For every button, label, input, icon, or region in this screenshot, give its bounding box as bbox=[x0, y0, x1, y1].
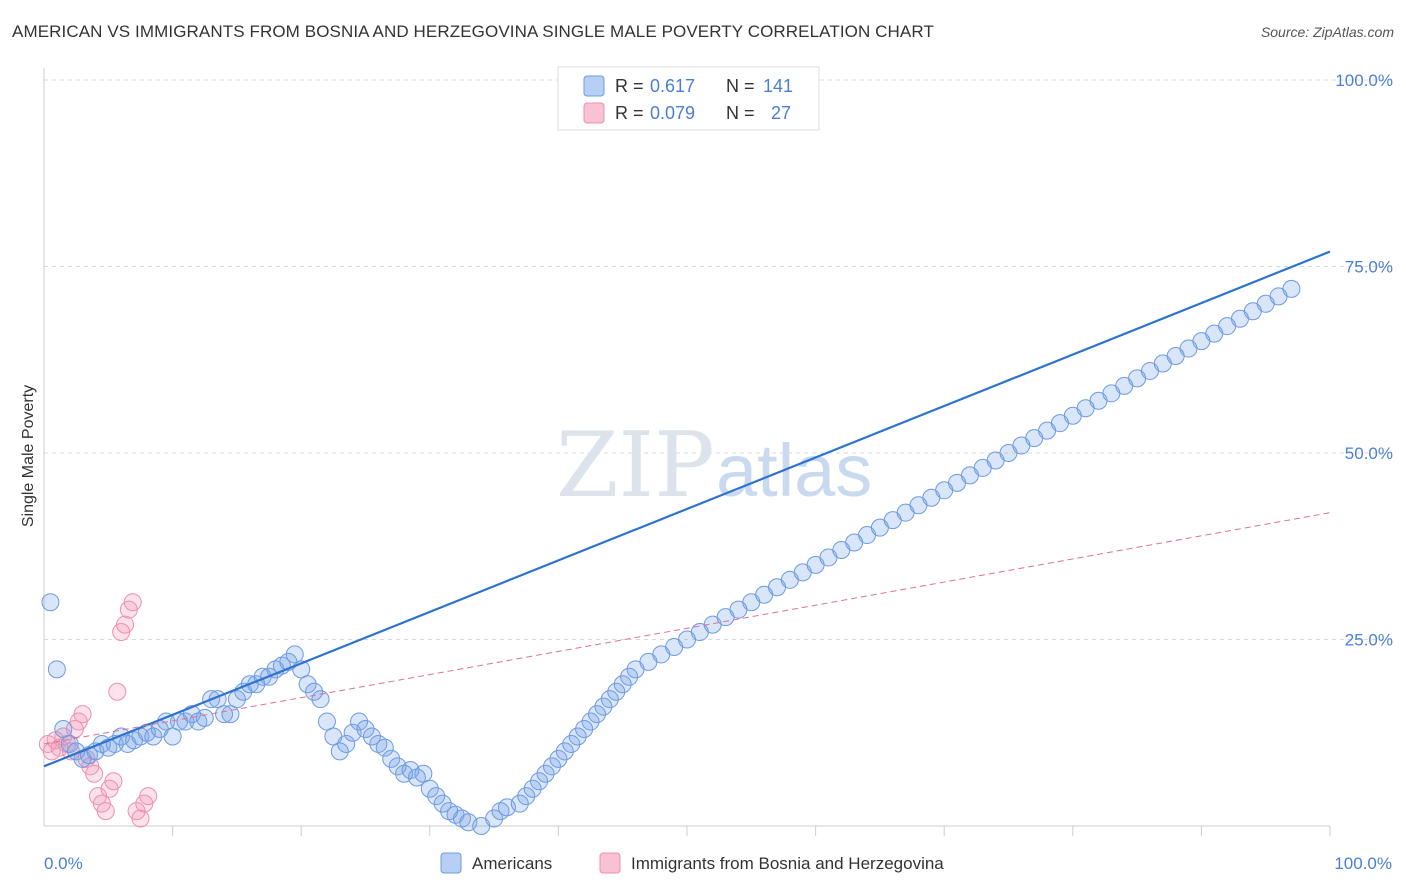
americans-point bbox=[530, 772, 549, 791]
americans-point bbox=[176, 712, 195, 731]
americans-point bbox=[594, 697, 613, 716]
y-tick-label: 100.0% bbox=[1335, 71, 1393, 90]
y-tick-label: 50.0% bbox=[1345, 444, 1393, 463]
bosnia-point bbox=[123, 593, 142, 612]
legend-americans-r-label: R = bbox=[615, 76, 644, 96]
bosnia-trend-line bbox=[43, 512, 1331, 745]
x-tick-label-max: 100.0% bbox=[1334, 854, 1392, 873]
bosnia-point bbox=[108, 682, 127, 701]
americans-point bbox=[549, 749, 568, 768]
legend-bottom-bosnia-swatch bbox=[599, 852, 621, 874]
americans-point bbox=[215, 705, 234, 724]
americans-trend-line bbox=[43, 250, 1331, 768]
legend-bosnia-n-label: N = bbox=[726, 103, 755, 123]
x-tick-label-min: 0.0% bbox=[44, 854, 83, 873]
americans-point bbox=[510, 794, 529, 813]
americans-point bbox=[568, 727, 587, 746]
americans-point bbox=[575, 720, 594, 739]
americans-point bbox=[47, 660, 66, 679]
americans-point bbox=[54, 720, 73, 739]
americans-point bbox=[350, 712, 369, 731]
y-tick-labels: 25.0% 50.0% 75.0% 100.0% bbox=[1335, 71, 1393, 650]
americans-point bbox=[536, 764, 555, 783]
americans-point bbox=[285, 645, 304, 664]
bosnia-point bbox=[131, 809, 150, 828]
americans-point bbox=[298, 675, 317, 694]
americans-point bbox=[41, 593, 60, 612]
legend-americans-swatch bbox=[583, 75, 605, 97]
americans-point bbox=[485, 809, 504, 828]
americans-point bbox=[581, 712, 600, 731]
legend-bosnia-swatch bbox=[583, 102, 605, 124]
bosnia-point bbox=[96, 802, 115, 821]
watermark-atlas: atlas bbox=[716, 429, 872, 512]
americans-point bbox=[414, 764, 433, 783]
legend-americans-n-value: 141 bbox=[763, 76, 793, 96]
americans-point bbox=[420, 779, 439, 798]
americans-point bbox=[362, 727, 381, 746]
americans-point bbox=[330, 742, 349, 761]
americans-point bbox=[427, 787, 446, 806]
americans-point bbox=[587, 705, 606, 724]
americans-point bbox=[163, 727, 182, 746]
americans-point bbox=[555, 742, 574, 761]
americans-point bbox=[433, 794, 452, 813]
legend-bottom-bosnia-label: Immigrants from Bosnia and Herzegovina bbox=[631, 854, 944, 873]
americans-point bbox=[356, 720, 375, 739]
americans-point bbox=[600, 690, 619, 709]
americans-point bbox=[523, 779, 542, 798]
americans-point bbox=[311, 690, 330, 709]
watermark-zip: ZIP bbox=[556, 413, 715, 518]
americans-point bbox=[620, 667, 639, 686]
americans-point bbox=[517, 787, 536, 806]
y-tick-label: 25.0% bbox=[1345, 631, 1393, 650]
bosnia-points bbox=[38, 593, 158, 828]
legend-bottom-americans-label: Americans bbox=[472, 854, 552, 873]
legend-bosnia-r-label: R = bbox=[615, 103, 644, 123]
bosnia-point bbox=[139, 787, 158, 806]
trend-lines bbox=[43, 250, 1331, 768]
americans-point bbox=[337, 734, 356, 753]
americans-points bbox=[41, 279, 1301, 835]
americans-point bbox=[1282, 279, 1301, 298]
legend-americans-r-value: 0.617 bbox=[650, 76, 695, 96]
americans-point bbox=[382, 749, 401, 768]
americans-point bbox=[562, 734, 581, 753]
x-axis-ticks bbox=[172, 826, 1331, 836]
americans-point bbox=[317, 712, 336, 731]
legend-bottom: Americans Immigrants from Bosnia and Her… bbox=[440, 852, 944, 874]
americans-point bbox=[607, 682, 626, 701]
americans-point bbox=[613, 675, 632, 694]
legend-bosnia-r-value: 0.079 bbox=[650, 103, 695, 123]
legend-top: R = 0.617 N = 141 R = 0.079 N = 27 bbox=[557, 66, 820, 131]
bosnia-point bbox=[73, 705, 92, 724]
y-tick-label: 75.0% bbox=[1345, 258, 1393, 277]
americans-point bbox=[195, 708, 214, 727]
americans-point bbox=[144, 727, 163, 746]
grid-lines bbox=[44, 79, 1392, 640]
chart-title: AMERICAN VS IMMIGRANTS FROM BOSNIA AND H… bbox=[12, 22, 934, 41]
bosnia-point bbox=[116, 615, 135, 634]
americans-point bbox=[375, 738, 394, 757]
bosnia-point bbox=[85, 764, 104, 783]
legend-americans-n-label: N = bbox=[726, 76, 755, 96]
americans-point bbox=[542, 757, 561, 776]
legend-bosnia-n-value: 27 bbox=[771, 103, 791, 123]
americans-point bbox=[227, 690, 246, 709]
legend-bottom-americans-swatch bbox=[440, 852, 462, 874]
y-axis-label: Single Male Poverty bbox=[20, 385, 37, 527]
bosnia-point bbox=[104, 772, 123, 791]
source-label: Source: ZipAtlas.com bbox=[1260, 24, 1394, 40]
